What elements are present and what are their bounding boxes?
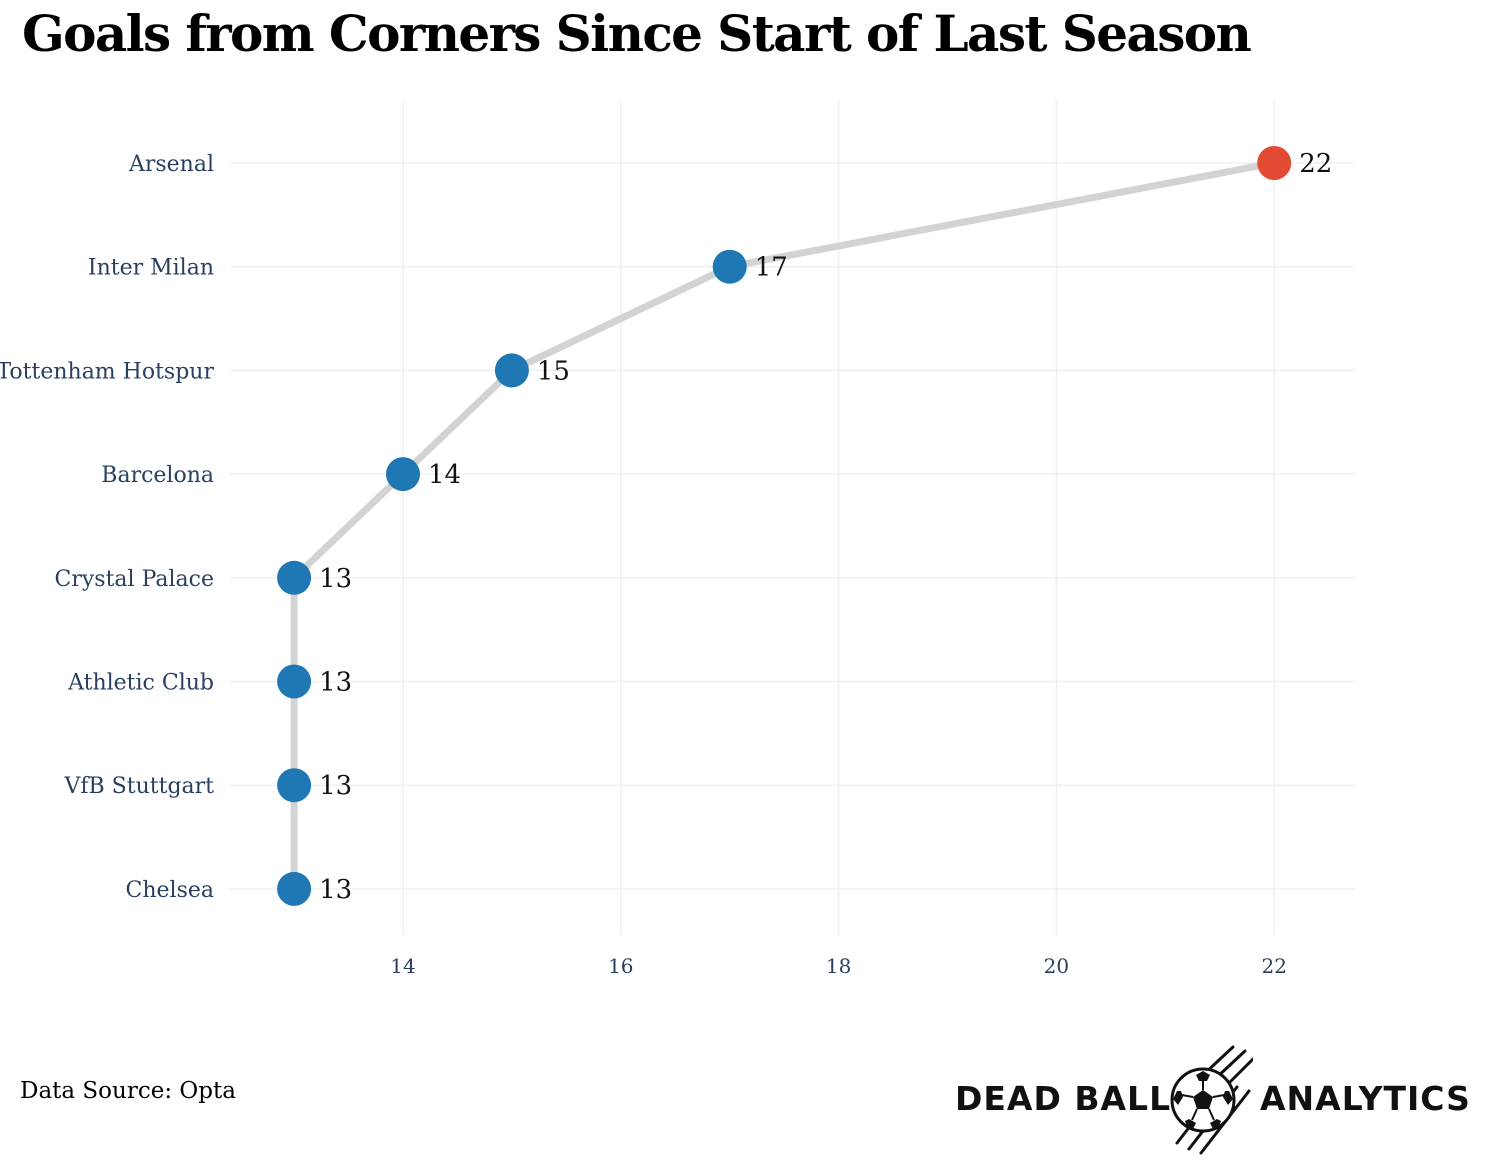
x-tick-label: 22	[1261, 954, 1286, 978]
y-category-label: Barcelona	[101, 463, 214, 488]
data-point	[494, 353, 529, 388]
value-labels: 22 17 15 14 13 13 13 13	[319, 149, 1332, 905]
chart-title: Goals from Corners Since Start of Last S…	[22, 4, 1252, 63]
data-point	[277, 768, 312, 803]
value-label: 14	[428, 460, 461, 490]
y-category-label: Crystal Palace	[55, 567, 214, 592]
data-point	[277, 560, 312, 595]
value-label: 13	[319, 771, 352, 801]
data-point	[277, 871, 312, 906]
value-label: 22	[1299, 149, 1332, 179]
data-points	[277, 146, 1292, 906]
x-tick-label: 14	[390, 954, 415, 978]
data-point	[386, 457, 420, 492]
x-tick-label: 18	[826, 954, 851, 978]
value-label: 17	[755, 253, 788, 283]
connector-line-group	[290, 159, 1278, 893]
x-axis-tick-labels: 14 16 18 20 22	[390, 954, 1287, 978]
soccer-ball-icon	[1170, 1045, 1253, 1155]
brand-logo: DEAD BALL ANALYTICS	[955, 1045, 1485, 1155]
x-tick-label: 20	[1044, 954, 1069, 978]
y-category-label: Athletic Club	[67, 671, 214, 696]
data-point	[277, 664, 312, 699]
y-category-label: Tottenham Hotspur	[0, 359, 214, 384]
value-label: 13	[319, 564, 352, 594]
vertical-gridlines	[402, 100, 1275, 935]
y-axis-labels: Arsenal Inter Milan Tottenham Hotspur Barce…	[0, 152, 214, 903]
data-source: Data Source: Opta	[20, 1078, 236, 1104]
data-point-highlight	[1257, 146, 1292, 180]
y-category-label: Inter Milan	[88, 256, 214, 281]
value-label: 13	[319, 875, 352, 905]
data-point	[712, 249, 747, 284]
y-category-label: VfB Stuttgart	[63, 774, 214, 799]
y-category-label: Chelsea	[126, 878, 214, 903]
value-label: 15	[537, 356, 570, 386]
horizontal-gridlines	[230, 162, 1355, 890]
value-label: 13	[319, 668, 352, 698]
y-category-label: Arsenal	[128, 152, 214, 177]
logo-text-left: DEAD BALL	[955, 1079, 1172, 1118]
x-tick-label: 16	[608, 954, 633, 978]
connector-line	[290, 159, 1278, 893]
logo-text-right: ANALYTICS	[1260, 1079, 1471, 1118]
